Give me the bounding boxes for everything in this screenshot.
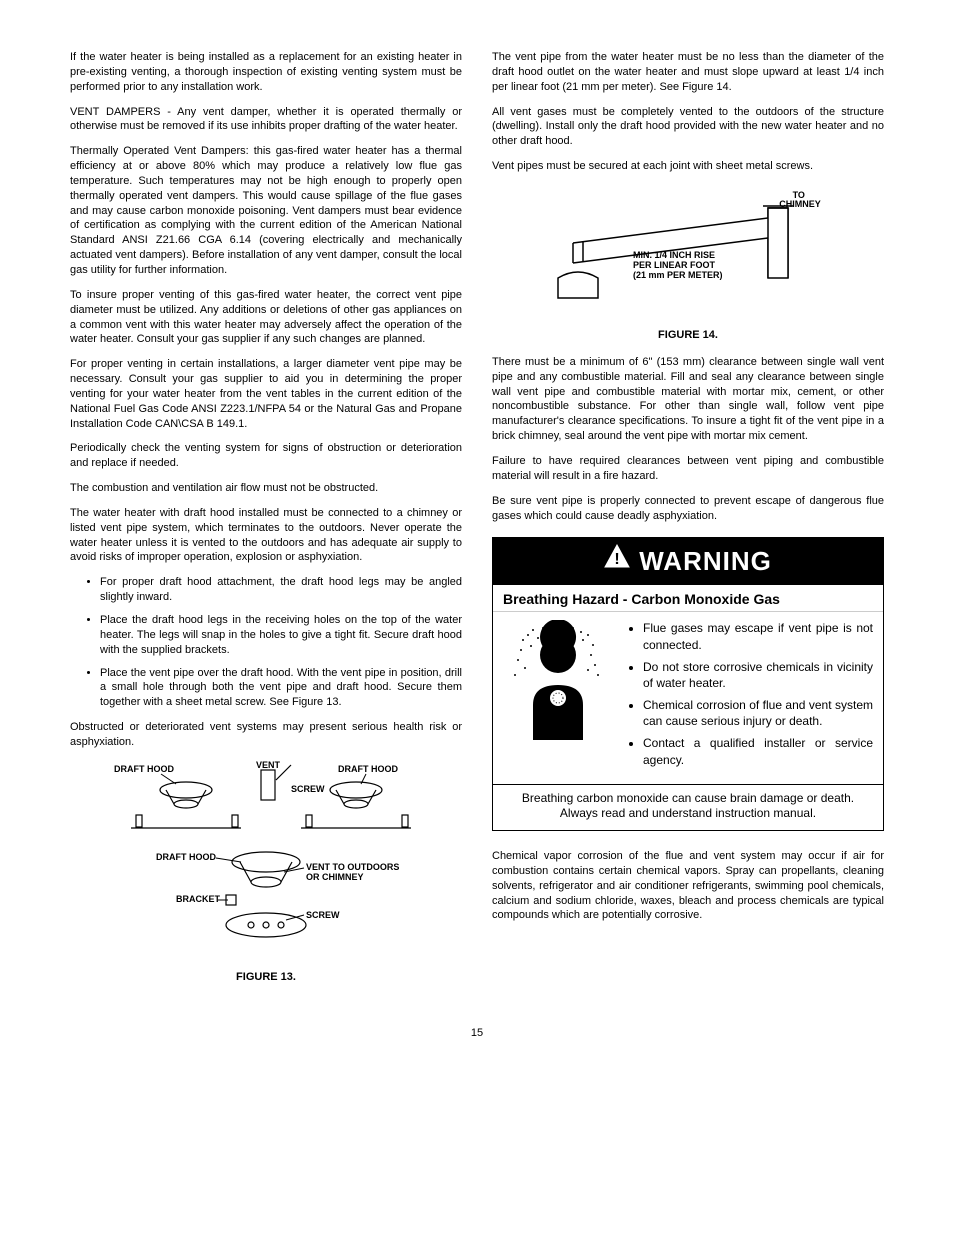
list-item: Place the vent pipe over the draft hood.… <box>100 666 462 711</box>
list-item: Place the draft hood legs in the receivi… <box>100 613 462 658</box>
para: The combustion and ventilation air flow … <box>70 481 462 496</box>
para: Obstructed or deteriorated vent systems … <box>70 720 462 750</box>
fig14-label: MIN. 1/4 INCH RISE PER LINEAR FOOT (21 m… <box>633 250 723 280</box>
bullet-list: For proper draft hood attachment, the dr… <box>88 575 462 710</box>
fig13-label: SCREW <box>306 910 340 920</box>
svg-text:!: ! <box>614 551 619 568</box>
para: VENT DAMPERS - Any vent damper, whether … <box>70 105 462 135</box>
para: There must be a minimum of 6" (153 mm) c… <box>492 355 884 444</box>
fig13-label: VENT TO OUTDOORS OR CHIMNEY <box>306 862 402 882</box>
warning-body: Flue gases may escape if vent pipe is no… <box>493 612 883 784</box>
figure-14-svg: TO CHIMNEY MIN. 1/4 INCH RISE PER LINEAR… <box>528 188 848 318</box>
para: Periodically check the venting system fo… <box>70 441 462 471</box>
warning-item: Contact a qualified installer or service… <box>643 735 873 767</box>
list-item: For proper draft hood attachment, the dr… <box>100 575 462 605</box>
para: Failure to have required clearances betw… <box>492 454 884 484</box>
para: To insure proper venting of this gas-fir… <box>70 288 462 347</box>
fig13-label: VENT <box>256 760 281 770</box>
figure-13-svg: DRAFT HOOD VENT SCREW DRAFT HOOD <box>106 760 426 960</box>
para: Chemical vapor corrosion of the flue and… <box>492 849 884 923</box>
figure-14: TO CHIMNEY MIN. 1/4 INCH RISE PER LINEAR… <box>528 188 848 321</box>
fig13-label: SCREW <box>291 784 325 794</box>
warning-item: Chemical corrosion of flue and vent syst… <box>643 697 873 729</box>
right-column: The vent pipe from the water heater must… <box>492 50 884 997</box>
figure-13-caption: FIGURE 13. <box>70 971 462 983</box>
figure-14-caption: FIGURE 14. <box>492 329 884 341</box>
para: The vent pipe from the water heater must… <box>492 50 884 95</box>
para: Be sure vent pipe is properly connected … <box>492 494 884 524</box>
breathing-hazard-icon <box>503 620 613 743</box>
para: For proper venting in certain installati… <box>70 357 462 431</box>
page-columns: If the water heater is being installed a… <box>70 50 884 997</box>
warning-item: Do not store corrosive chemicals in vici… <box>643 659 873 691</box>
para: The water heater with draft hood install… <box>70 506 462 565</box>
warning-item: Flue gases may escape if vent pipe is no… <box>643 620 873 652</box>
warning-box: ! WARNING Breathing Hazard - Carbon Mono… <box>492 537 884 831</box>
warning-title: WARNING <box>639 546 772 576</box>
para: If the water heater is being installed a… <box>70 50 462 95</box>
figure-13: DRAFT HOOD VENT SCREW DRAFT HOOD <box>106 760 426 963</box>
left-column: If the water heater is being installed a… <box>70 50 462 997</box>
warning-footer: Breathing carbon monoxide can cause brai… <box>493 784 883 830</box>
fig14-label: TO CHIMNEY <box>779 190 821 209</box>
para: All vent gases must be completely vented… <box>492 105 884 150</box>
warning-header: ! WARNING <box>493 538 883 585</box>
fig13-label: DRAFT HOOD <box>114 764 174 774</box>
fig13-label: DRAFT HOOD <box>156 852 216 862</box>
page-number: 15 <box>70 1027 884 1039</box>
warning-triangle-icon: ! <box>604 544 630 571</box>
fig13-label: DRAFT HOOD <box>338 764 398 774</box>
para: Vent pipes must be secured at each joint… <box>492 159 884 174</box>
warning-list: Flue gases may escape if vent pipe is no… <box>623 620 873 774</box>
fig13-label: BRACKET <box>176 894 221 904</box>
para: Thermally Operated Vent Dampers: this ga… <box>70 144 462 278</box>
warning-subtitle: Breathing Hazard - Carbon Monoxide Gas <box>493 585 883 612</box>
